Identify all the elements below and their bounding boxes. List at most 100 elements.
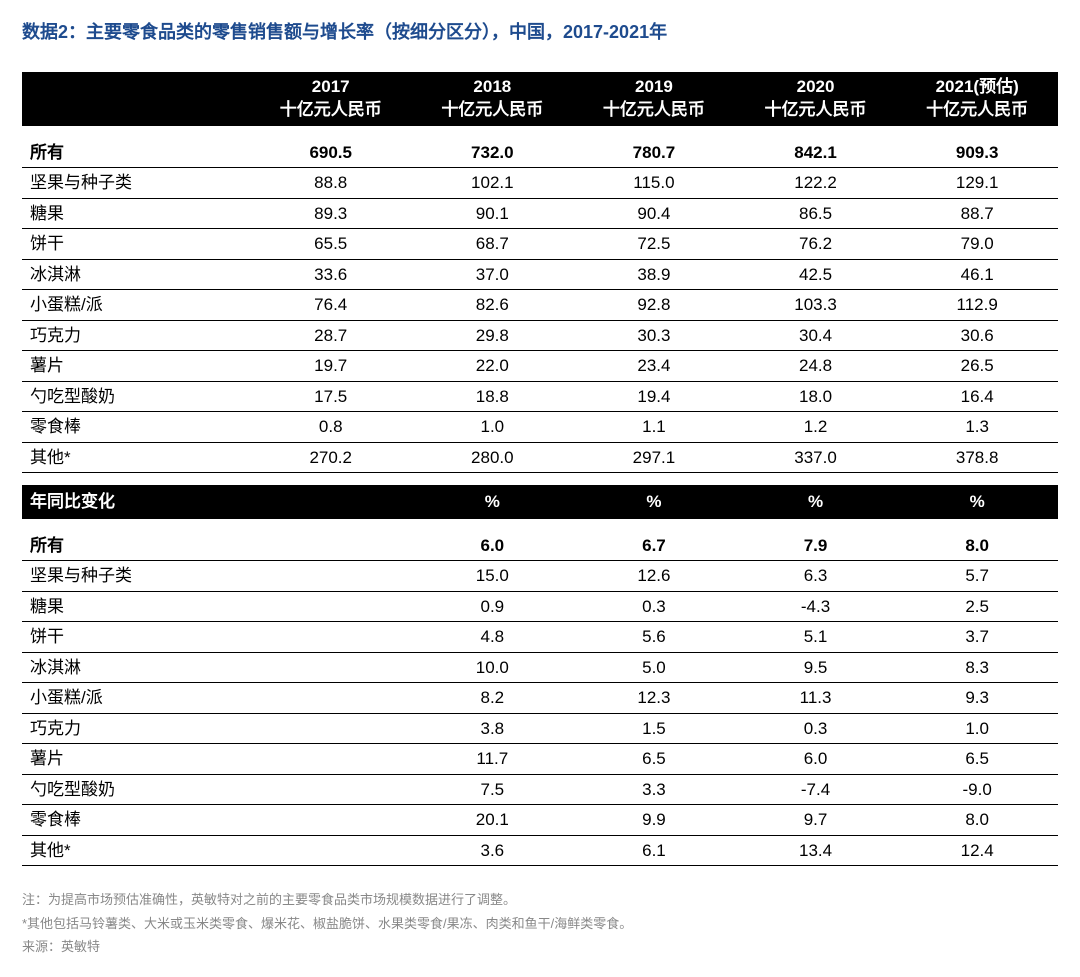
- row-label: 坚果与种子类: [22, 561, 250, 592]
- cell-value: [250, 652, 412, 683]
- footnote-line: 来源：英敏特: [22, 935, 1058, 958]
- cell-value: 122.2: [735, 168, 897, 199]
- row-label: 饼干: [22, 622, 250, 653]
- footnote-line: *其他包括马铃薯类、大米或玉米类零食、爆米花、椒盐脆饼、水果类零食/果冻、肉类和…: [22, 912, 1058, 935]
- cell-value: 29.8: [412, 320, 574, 351]
- cell-value: -7.4: [735, 774, 897, 805]
- cell-value: 9.3: [896, 683, 1058, 714]
- cell-value: 0.3: [573, 591, 735, 622]
- cell-value: 5.6: [573, 622, 735, 653]
- page-title: 数据2：主要零食品类的零售销售额与增长率（按细分区分），中国，2017-2021…: [22, 18, 1058, 44]
- cell-value: 1.0: [412, 412, 574, 443]
- table-row: 所有6.06.77.98.0: [22, 531, 1058, 561]
- row-label: 其他*: [22, 835, 250, 866]
- cell-value: [250, 774, 412, 805]
- cell-value: 92.8: [573, 290, 735, 321]
- cell-value: 18.8: [412, 381, 574, 412]
- row-label: 零食棒: [22, 805, 250, 836]
- table-row: 冰淇淋33.637.038.942.546.1: [22, 259, 1058, 290]
- cell-value: 46.1: [896, 259, 1058, 290]
- cell-value: 1.3: [896, 412, 1058, 443]
- cell-value: 732.0: [412, 138, 574, 168]
- cell-value: 88.7: [896, 198, 1058, 229]
- cell-value: [250, 713, 412, 744]
- cell-value: 3.7: [896, 622, 1058, 653]
- cell-value: 24.8: [735, 351, 897, 382]
- cell-value: 6.7: [573, 531, 735, 561]
- cell-value: 12.3: [573, 683, 735, 714]
- cell-value: 3.3: [573, 774, 735, 805]
- cell-value: 26.5: [896, 351, 1058, 382]
- cell-value: 112.9: [896, 290, 1058, 321]
- row-label: 冰淇淋: [22, 259, 250, 290]
- table-row: 零食棒20.19.99.78.0: [22, 805, 1058, 836]
- cell-value: 90.1: [412, 198, 574, 229]
- header-2019: 2019十亿元人民币: [573, 72, 735, 126]
- row-label: 薯片: [22, 351, 250, 382]
- row-label: 坚果与种子类: [22, 168, 250, 199]
- cell-value: 68.7: [412, 229, 574, 260]
- footnotes: 注：为提高市场预估准确性，英敏特对之前的主要零食品类市场规模数据进行了调整。 *…: [22, 888, 1058, 958]
- table-row: 坚果与种子类15.012.66.35.7: [22, 561, 1058, 592]
- spacer-row: [22, 126, 1058, 138]
- cell-value: 88.8: [250, 168, 412, 199]
- cell-value: [250, 591, 412, 622]
- cell-value: 18.0: [735, 381, 897, 412]
- spacer-row: [22, 519, 1058, 531]
- cell-value: 65.5: [250, 229, 412, 260]
- row-label: 巧克力: [22, 713, 250, 744]
- header-2017: 2017十亿元人民币: [250, 72, 412, 126]
- cell-value: 30.6: [896, 320, 1058, 351]
- cell-value: [250, 531, 412, 561]
- cell-value: 0.9: [412, 591, 574, 622]
- header-empty: [22, 72, 250, 126]
- table-row: 糖果89.390.190.486.588.7: [22, 198, 1058, 229]
- cell-value: 28.7: [250, 320, 412, 351]
- cell-value: 8.0: [896, 805, 1058, 836]
- cell-value: 337.0: [735, 442, 897, 473]
- table-row: 零食棒0.81.01.11.21.3: [22, 412, 1058, 443]
- cell-value: -9.0: [896, 774, 1058, 805]
- table-row: 小蛋糕/派76.482.692.8103.3112.9: [22, 290, 1058, 321]
- cell-value: 8.0: [896, 531, 1058, 561]
- table-row: 小蛋糕/派8.212.311.39.3: [22, 683, 1058, 714]
- table-row: 其他*3.66.113.412.4: [22, 835, 1058, 866]
- table-row: 饼干4.85.65.13.7: [22, 622, 1058, 653]
- cell-value: 297.1: [573, 442, 735, 473]
- cell-value: %: [412, 485, 574, 519]
- cell-value: 16.4: [896, 381, 1058, 412]
- cell-value: 42.5: [735, 259, 897, 290]
- cell-value: [250, 744, 412, 775]
- cell-value: 780.7: [573, 138, 735, 168]
- spacer-row: [22, 473, 1058, 486]
- cell-value: 6.1: [573, 835, 735, 866]
- cell-value: 79.0: [896, 229, 1058, 260]
- row-label: 糖果: [22, 591, 250, 622]
- table-body: 所有690.5732.0780.7842.1909.3坚果与种子类88.8102…: [22, 126, 1058, 866]
- cell-value: 103.3: [735, 290, 897, 321]
- cell-value: 6.5: [896, 744, 1058, 775]
- row-label: 小蛋糕/派: [22, 290, 250, 321]
- cell-value: 30.3: [573, 320, 735, 351]
- row-label: 勺吃型酸奶: [22, 774, 250, 805]
- cell-value: 90.4: [573, 198, 735, 229]
- cell-value: 8.3: [896, 652, 1058, 683]
- cell-value: 7.9: [735, 531, 897, 561]
- cell-value: 89.3: [250, 198, 412, 229]
- cell-value: 6.3: [735, 561, 897, 592]
- cell-value: 9.5: [735, 652, 897, 683]
- table-row: 薯片19.722.023.424.826.5: [22, 351, 1058, 382]
- row-label: 所有: [22, 138, 250, 168]
- cell-value: 37.0: [412, 259, 574, 290]
- cell-value: 6.0: [735, 744, 897, 775]
- cell-value: 2.5: [896, 591, 1058, 622]
- cell-value: 22.0: [412, 351, 574, 382]
- cell-value: 3.6: [412, 835, 574, 866]
- row-label: 糖果: [22, 198, 250, 229]
- cell-value: 86.5: [735, 198, 897, 229]
- data-table: 2017十亿元人民币 2018十亿元人民币 2019十亿元人民币 2020十亿元…: [22, 72, 1058, 866]
- table-header-row: 2017十亿元人民币 2018十亿元人民币 2019十亿元人民币 2020十亿元…: [22, 72, 1058, 126]
- cell-value: [250, 683, 412, 714]
- cell-value: 5.1: [735, 622, 897, 653]
- row-label: 巧克力: [22, 320, 250, 351]
